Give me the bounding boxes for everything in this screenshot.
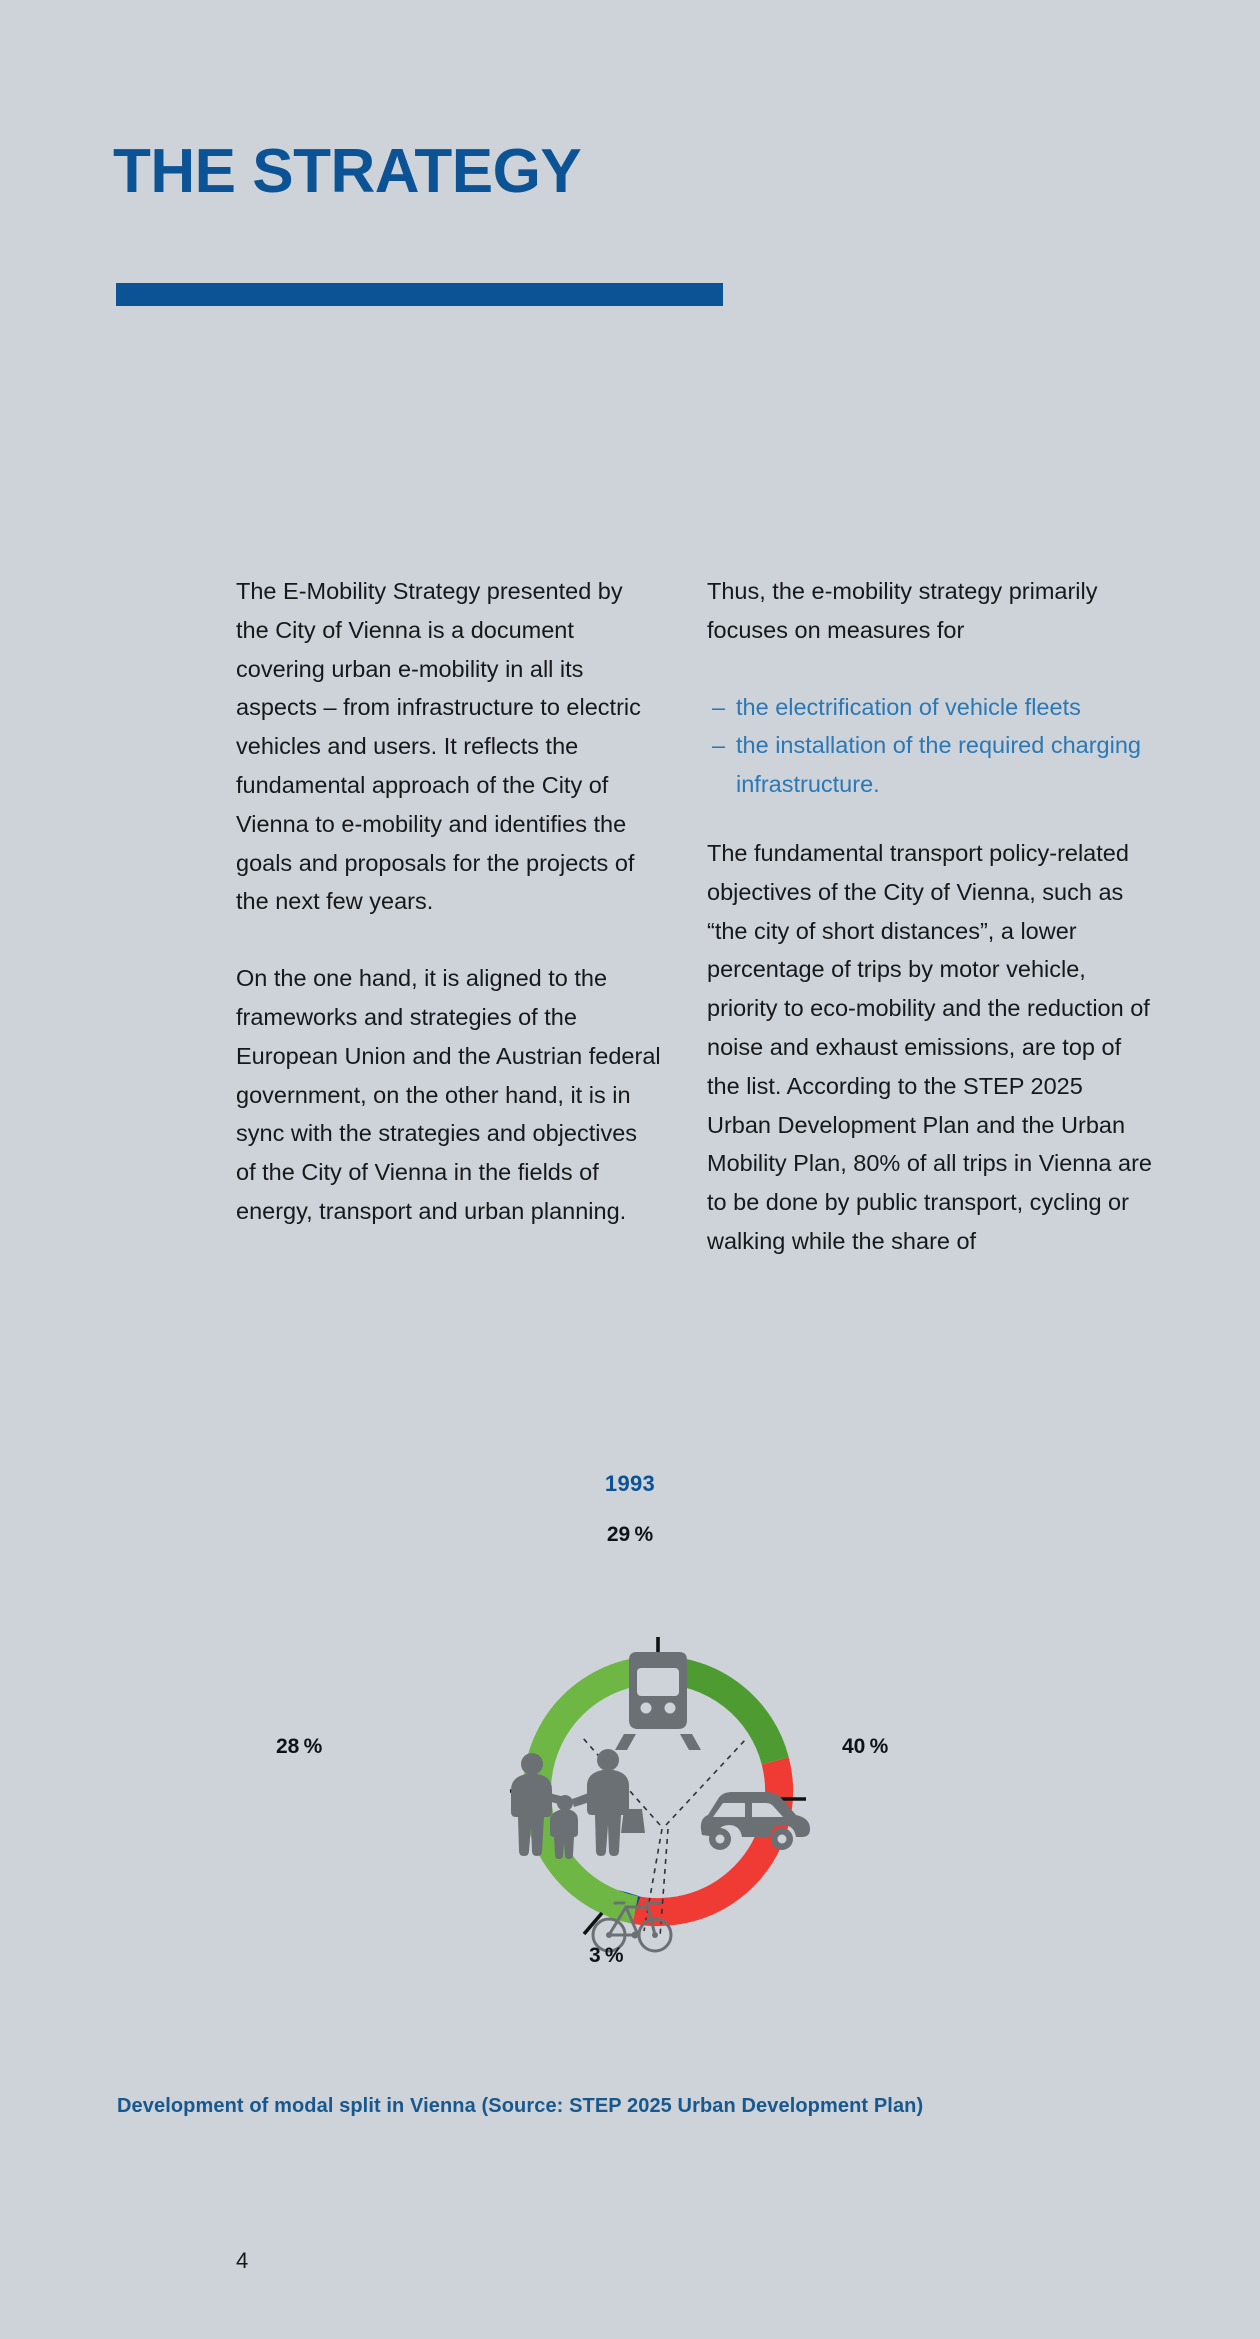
list-item-label: the installation of the required chargin…: [736, 732, 1141, 798]
list-item-label: the electrification of vehicle fleets: [736, 693, 1081, 720]
left-text-column: The E-Mobility Strategy presented by the…: [236, 572, 661, 1231]
paragraph-transport-policy: The fundamental transport policy-related…: [707, 839, 1152, 1254]
chart-caption: Development of modal split in Vienna (So…: [117, 2095, 924, 2117]
page-number: 4: [236, 2248, 249, 2273]
bullet-dash-icon: –: [712, 732, 726, 759]
paragraph-focus-intro: Thus, the e-mobility strategy primarily …: [707, 578, 1098, 643]
leader-tick-bottom: [582, 1911, 604, 1936]
list-item: – the electrification of vehicle fleets: [707, 688, 1152, 727]
chart-icons: [511, 1652, 810, 1953]
car-icon: [700, 1792, 810, 1850]
chart-year-label: 1993: [604, 1471, 656, 1496]
chart-value-label-public-transport: 29 %: [606, 1523, 654, 1546]
bicycle-icon: [591, 1901, 673, 1953]
measures-bullet-list: – the electrification of vehicle fleets …: [707, 688, 1152, 804]
page-title: THE STRATEGY: [113, 137, 582, 206]
pedestrians-icon: [511, 1749, 645, 1859]
paragraph-alignment: On the one hand, it is aligned to the fr…: [236, 965, 661, 1224]
donut-chart-svg: [510, 1637, 810, 1953]
title-underline-rule: [116, 283, 723, 306]
bullet-dash-icon: –: [712, 693, 726, 720]
chart-value-label-cycling: 3 %: [589, 1944, 624, 1967]
paragraph-strategy-overview: The E-Mobility Strategy presented by the…: [236, 578, 641, 915]
chart-value-label-walking: 28 %: [276, 1735, 323, 1758]
chart-value-label-car: 40 %: [842, 1735, 889, 1758]
tram-icon: [615, 1652, 701, 1750]
modal-split-donut-chart: 1993: [0, 1455, 1260, 2055]
right-text-column: Thus, the e-mobility strategy primarily …: [707, 572, 1152, 1261]
list-item: – the installation of the required charg…: [707, 726, 1152, 804]
